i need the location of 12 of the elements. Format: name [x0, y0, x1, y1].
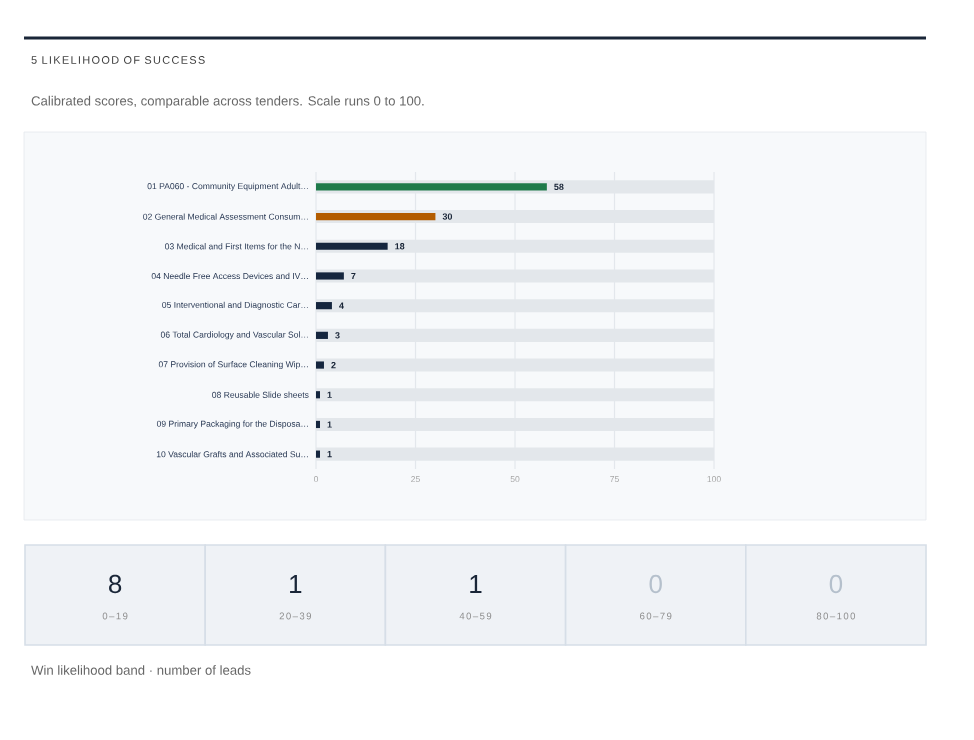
- bar: [316, 212, 436, 221]
- bar: [316, 302, 332, 310]
- data-label: 0: [829, 574, 843, 594]
- bar: [316, 272, 344, 280]
- bar: [316, 242, 388, 250]
- bar: [316, 361, 324, 369]
- bar: [316, 331, 328, 339]
- data-label: 8: [109, 574, 122, 594]
- data-label: 0: [649, 574, 662, 594]
- bar: [316, 183, 547, 191]
- data-label: 1: [470, 575, 482, 593]
- data-label: 1: [290, 575, 302, 593]
